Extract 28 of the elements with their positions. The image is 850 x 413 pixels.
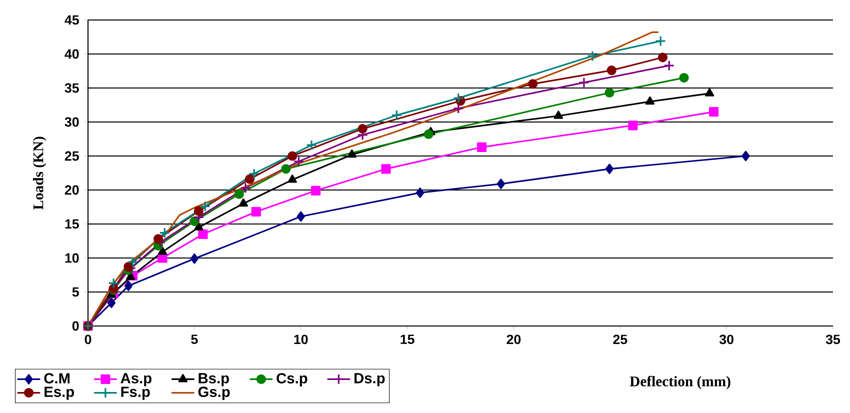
y-tick-label: 40 (64, 49, 79, 59)
y-tick-label: 30 (64, 117, 79, 127)
legend-label: Es.p (44, 386, 74, 400)
y-tick-label: 45 (64, 15, 79, 25)
x-tick-label: 0 (84, 334, 92, 344)
x-tick-label: 30 (719, 334, 734, 344)
x-tick-label: 25 (613, 334, 628, 344)
y-tick-label: 0 (72, 321, 79, 331)
legend-label: Fs.p (121, 386, 150, 400)
x-tick-label: 35 (826, 334, 840, 344)
x-tick-label: 10 (294, 334, 308, 344)
legend-label: Gs.p (198, 386, 230, 400)
legend-label: Cs.p (276, 373, 308, 386)
y-tick-label: 5 (72, 287, 79, 297)
legend-label: As.p (120, 373, 152, 386)
x-tick-label: 5 (191, 334, 198, 344)
legend-label: Bs.p (198, 373, 229, 386)
y-axis-title: Loads (KN) (32, 136, 46, 210)
y-tick-label: 10 (65, 253, 79, 263)
y-tick-label: 25 (64, 151, 79, 161)
x-tick-label: 20 (506, 334, 521, 344)
y-tick-label: 35 (64, 83, 79, 93)
legend-label: Ds.p (354, 373, 385, 386)
legend-label: C.M (44, 373, 70, 384)
x-tick-label: 15 (400, 334, 414, 344)
y-tick-label: 20 (64, 185, 79, 195)
x-axis-title: Deflection (mm) (630, 376, 730, 390)
y-tick-label: 15 (65, 219, 79, 229)
